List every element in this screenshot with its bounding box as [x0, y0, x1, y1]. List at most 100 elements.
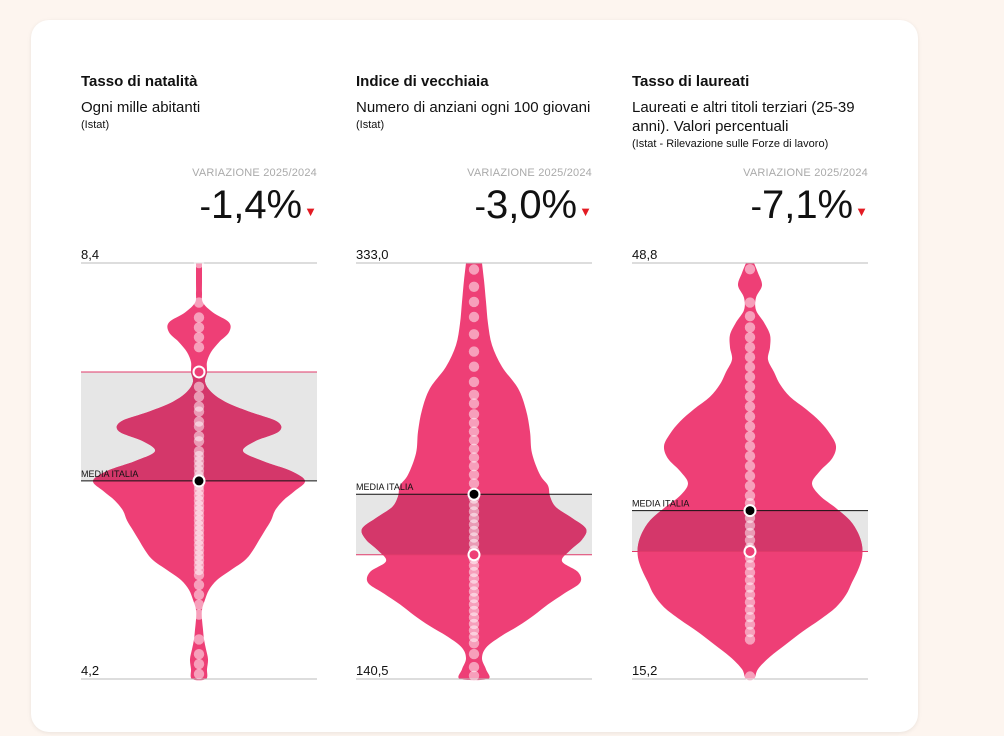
panel-subtitle-text: Numero di anziani ogni 100 giovani — [356, 99, 591, 116]
data-point — [468, 435, 480, 446]
decline-arrow-icon: ▼ — [304, 204, 317, 219]
data-point — [193, 297, 205, 308]
data-point — [744, 332, 756, 343]
italy-average-label: MEDIA ITALIA — [356, 482, 413, 492]
y-max-label: 333,0 — [356, 247, 389, 262]
data-point — [744, 450, 756, 462]
data-point — [744, 411, 756, 422]
data-point — [193, 406, 205, 417]
data-point — [193, 332, 205, 343]
data-point — [468, 409, 480, 420]
panel-subtitle: Ogni mille abitanti (Istat) — [81, 98, 317, 132]
chart-card: Tasso di natalità Ogni mille abitanti (I… — [31, 20, 918, 732]
highlight-marker — [743, 544, 757, 558]
panel-subtitle: Laureati e altri titoli terziari (25-39 … — [632, 98, 868, 151]
variation-value: -3,0% ▼ — [475, 182, 592, 235]
data-point — [744, 371, 756, 383]
data-point — [193, 634, 205, 645]
data-point — [744, 361, 756, 373]
italy-average-marker — [467, 487, 481, 501]
violin-chart-old-age-index: MEDIA ITALIA — [356, 262, 592, 681]
data-point — [468, 389, 480, 400]
panel-old-age-index: Indice di vecchiaia Numero di anziani og… — [356, 20, 592, 732]
panel-source: (Istat) — [81, 119, 110, 131]
italy-average-marker — [192, 474, 206, 488]
data-point — [193, 579, 205, 591]
data-point — [468, 281, 480, 292]
data-point — [744, 391, 756, 402]
variation-number: 3,0% — [485, 183, 578, 227]
italy-average-marker — [743, 504, 757, 518]
data-point — [193, 569, 205, 581]
data-point — [744, 527, 756, 539]
variation-value: -1,4% ▼ — [200, 182, 317, 235]
data-point — [744, 470, 756, 482]
panel-source: (Istat) — [356, 119, 385, 131]
data-point — [193, 257, 205, 269]
data-point — [744, 634, 756, 645]
data-point — [468, 398, 480, 409]
data-point — [744, 381, 756, 392]
data-point — [744, 611, 756, 623]
panel-title: Tasso di natalità — [81, 73, 198, 90]
data-point — [744, 401, 756, 412]
data-point — [744, 535, 756, 546]
data-point — [744, 597, 756, 608]
y-max-label: 8,4 — [81, 247, 100, 262]
data-point — [744, 671, 756, 682]
highlight-marker — [192, 365, 206, 379]
variation-number: 1,4% — [210, 183, 303, 227]
data-point — [468, 376, 480, 388]
variation-sign: - — [750, 188, 762, 226]
data-point — [744, 520, 756, 531]
y-max-label: 48,8 — [632, 247, 658, 262]
data-point — [468, 264, 480, 275]
data-point — [468, 638, 480, 649]
data-point — [193, 658, 205, 670]
data-point — [193, 649, 205, 660]
panel-source: (Istat - Rilevazione sulle Forze di lavo… — [632, 138, 829, 150]
panel-title: Indice di vecchiaia — [356, 73, 489, 90]
data-point — [468, 670, 480, 681]
data-point — [468, 443, 480, 454]
panel-subtitle-text: Laureati e altri titoli terziari (25-39 … — [632, 99, 855, 135]
violin-chart-graduates-rate: MEDIA ITALIA — [632, 262, 868, 682]
data-point — [744, 351, 756, 363]
data-point — [468, 426, 480, 437]
italy-average-label: MEDIA ITALIA — [81, 469, 138, 479]
data-point — [468, 417, 480, 429]
data-point — [744, 567, 756, 578]
panel-subtitle-text: Ogni mille abitanti — [81, 99, 201, 116]
y-min-label: 15,2 — [632, 663, 658, 678]
panel-birth-rate: Tasso di natalità Ogni mille abitanti (I… — [81, 20, 317, 732]
data-point — [744, 431, 756, 442]
data-point — [193, 322, 205, 333]
variation-sign: - — [199, 188, 211, 226]
decline-arrow-icon: ▼ — [855, 204, 868, 219]
data-point — [744, 559, 756, 571]
data-point — [744, 582, 756, 593]
variation-label: VARIAZIONE 2025/2024 — [467, 167, 592, 179]
data-point — [468, 296, 480, 308]
data-point — [744, 264, 756, 275]
data-point — [193, 609, 205, 620]
y-min-label: 4,2 — [81, 663, 100, 678]
data-point — [193, 391, 205, 402]
decline-arrow-icon: ▼ — [579, 204, 592, 219]
data-point — [744, 490, 756, 501]
data-point — [468, 648, 480, 660]
italy-average-label: MEDIA ITALIA — [632, 499, 689, 509]
data-point — [468, 661, 480, 673]
panel-subtitle: Numero di anziani ogni 100 giovani (Ista… — [356, 98, 592, 132]
y-min-label: 140,5 — [356, 663, 389, 678]
variation-label: VARIAZIONE 2025/2024 — [743, 167, 868, 179]
violin-chart-birth-rate: MEDIA ITALIA — [81, 257, 317, 681]
data-point — [744, 342, 756, 353]
variation-number: 7,1% — [761, 183, 854, 227]
data-point — [468, 329, 480, 340]
variation-sign: - — [474, 188, 486, 226]
data-point — [193, 312, 205, 323]
data-point — [744, 441, 756, 452]
panel-title: Tasso di laureati — [632, 73, 750, 90]
data-point — [468, 460, 480, 472]
